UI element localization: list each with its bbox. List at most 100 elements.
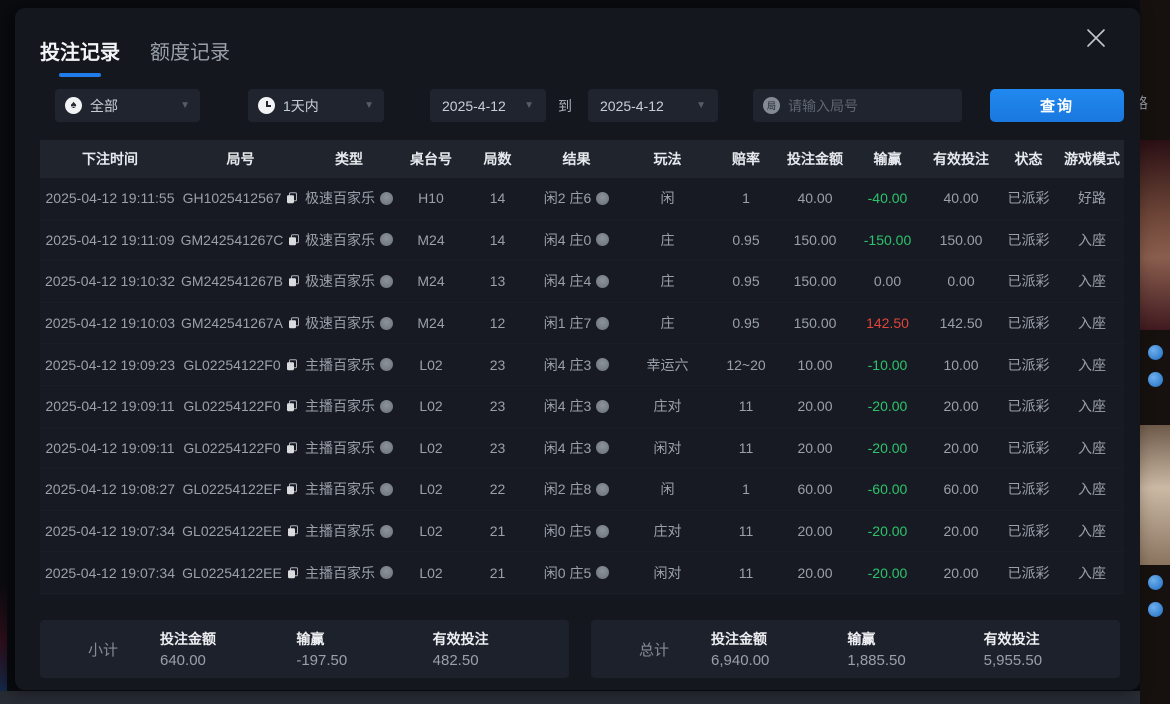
- tab-quota-records[interactable]: 额度记录: [150, 42, 230, 64]
- copy-icon[interactable]: [287, 525, 299, 537]
- column-header: 结果: [562, 151, 591, 167]
- info-circle-icon[interactable]: [596, 566, 610, 580]
- cell-game-mode: 入座: [1078, 231, 1106, 248]
- tab-bet-records[interactable]: 投注记录: [40, 36, 120, 77]
- cell-odds: 1: [742, 481, 750, 498]
- info-circle-icon[interactable]: [380, 482, 393, 496]
- total-winloss: 输赢 1,885.50: [847, 631, 906, 669]
- cell-game-type: 主播百家乐: [301, 479, 397, 499]
- cell-win-loss: -40.00: [867, 190, 908, 207]
- cell-round-count: 23: [489, 356, 506, 373]
- cell-bet-amount: 150.00: [793, 273, 837, 290]
- table-row[interactable]: 2025-04-12 19:11:09 GM242541267C 极速百家乐 M…: [40, 220, 1124, 262]
- table-row[interactable]: 2025-04-12 19:07:34 GL02254122EE 主播百家乐 L…: [40, 552, 1124, 594]
- info-circle-icon[interactable]: [380, 524, 393, 538]
- info-circle-icon[interactable]: [596, 316, 610, 330]
- info-circle-icon[interactable]: [380, 274, 393, 288]
- cell-valid-bet: 20.00: [943, 439, 979, 456]
- table-row[interactable]: 2025-04-12 19:09:11 GL02254122F0 主播百家乐 L…: [40, 386, 1124, 428]
- cell-table-number: L02: [419, 481, 443, 498]
- close-icon[interactable]: [1082, 24, 1110, 52]
- total-card: 总计 投注金额 6,940.00 输赢 1,885.50 有效投注 5,955.…: [591, 620, 1120, 678]
- cell-result: 闲4 庄3: [530, 396, 623, 416]
- cell-bet-time: 2025-04-12 19:10:03: [45, 315, 175, 332]
- game-number-input[interactable]: 局 请输入局号: [753, 89, 962, 122]
- cell-bet-amount: 20.00: [797, 523, 833, 540]
- copy-icon[interactable]: [288, 234, 300, 246]
- cell-play-type: 庄对: [653, 398, 682, 415]
- info-circle-icon[interactable]: [380, 566, 393, 580]
- copy-icon[interactable]: [286, 400, 298, 412]
- caret-down-icon: ▼: [364, 100, 374, 111]
- cell-bet-amount: 20.00: [797, 439, 833, 456]
- info-circle-icon[interactable]: [380, 358, 393, 372]
- date-from-picker[interactable]: 2025-4-12 ▼: [430, 89, 546, 122]
- total-label: 总计: [639, 641, 670, 659]
- info-circle-icon[interactable]: [596, 399, 610, 413]
- game-category-select[interactable]: ♠ 全部 ▼: [55, 89, 200, 122]
- info-circle-icon[interactable]: [380, 399, 393, 413]
- table-row[interactable]: 2025-04-12 19:07:34 GL02254122EE 主播百家乐 L…: [40, 511, 1124, 553]
- cell-round-count: 21: [489, 564, 506, 581]
- cell-odds: 11: [738, 523, 754, 540]
- cell-win-loss: 142.50: [866, 315, 909, 332]
- cell-table-number: L02: [419, 356, 443, 373]
- time-range-select[interactable]: 1天内 ▼: [248, 89, 384, 122]
- cell-result: 闲0 庄5: [530, 521, 623, 541]
- cell-odds: 1: [742, 190, 750, 207]
- cell-odds: 11: [738, 398, 754, 415]
- date-to-picker[interactable]: 2025-4-12 ▼: [588, 89, 718, 122]
- info-circle-icon[interactable]: [596, 191, 610, 205]
- summary-bar: 小计 投注金额 640.00 输赢 -197.50 有效投注 482.50 总计…: [40, 620, 1120, 678]
- cell-result: 闲4 庄0: [530, 230, 623, 250]
- table-row[interactable]: 2025-04-12 19:09:23 GL02254122F0 主播百家乐 L…: [40, 344, 1124, 386]
- column-header: 投注金额: [787, 151, 843, 167]
- copy-icon[interactable]: [287, 566, 299, 579]
- info-circle-icon[interactable]: [596, 441, 610, 455]
- cell-play-type: 庄: [660, 231, 675, 248]
- copy-icon[interactable]: [288, 317, 300, 329]
- info-circle-icon[interactable]: [380, 191, 393, 205]
- query-button[interactable]: 查询: [990, 89, 1124, 122]
- column-header: 局号: [226, 151, 255, 167]
- table-row[interactable]: 2025-04-12 19:10:32 GM242541267B 极速百家乐 M…: [40, 261, 1124, 303]
- copy-icon[interactable]: [286, 358, 298, 371]
- cell-table-number: L02: [419, 439, 443, 456]
- records-modal: 投注记录 额度记录 ♠ 全部 ▼ 1天内 ▼ 2025-4-12 ▼ 到: [15, 8, 1140, 690]
- cell-play-type: 闲对: [653, 564, 682, 581]
- cell-valid-bet: 150.00: [939, 231, 983, 248]
- table-row[interactable]: 2025-04-12 19:11:55 GH1025412567 极速百家乐 H…: [40, 178, 1124, 220]
- info-circle-icon[interactable]: [380, 233, 393, 247]
- cell-game-mode: 入座: [1078, 564, 1106, 581]
- column-header: 下注时间: [82, 151, 138, 167]
- cell-game-mode: 入座: [1078, 356, 1106, 373]
- info-circle-icon[interactable]: [596, 524, 610, 538]
- info-circle-icon[interactable]: [596, 482, 610, 496]
- table-row[interactable]: 2025-04-12 19:09:11 GL02254122F0 主播百家乐 L…: [40, 428, 1124, 470]
- info-circle-icon[interactable]: [380, 441, 393, 455]
- cell-round-count: 21: [489, 523, 506, 540]
- copy-icon[interactable]: [286, 483, 298, 495]
- cell-game-type: 主播百家乐: [301, 563, 397, 583]
- cell-bet-amount: 20.00: [797, 398, 833, 415]
- cell-bet-time: 2025-04-12 19:10:32: [45, 273, 175, 290]
- background-road-label: 路: [1140, 95, 1149, 112]
- copy-icon[interactable]: [286, 192, 298, 204]
- copy-icon[interactable]: [286, 442, 298, 454]
- cell-round-count: 14: [489, 231, 506, 248]
- info-circle-icon[interactable]: [596, 358, 610, 372]
- column-header: 赔率: [732, 151, 760, 167]
- cell-bet-time: 2025-04-12 19:07:34: [45, 523, 175, 540]
- info-circle-icon[interactable]: [596, 233, 610, 247]
- cell-round-count: 22: [489, 481, 506, 498]
- cell-status: 已派彩: [1007, 356, 1050, 373]
- info-circle-icon[interactable]: [596, 274, 610, 288]
- cell-valid-bet: 20.00: [943, 523, 979, 540]
- cell-bet-time: 2025-04-12 19:11:09: [45, 231, 175, 248]
- table-row[interactable]: 2025-04-12 19:10:03 GM242541267A 极速百家乐 M…: [40, 303, 1124, 345]
- cell-play-type: 庄: [660, 315, 675, 332]
- copy-icon[interactable]: [288, 275, 300, 287]
- cell-win-loss: -20.00: [867, 439, 908, 456]
- table-row[interactable]: 2025-04-12 19:08:27 GL02254122EF 主播百家乐 L…: [40, 469, 1124, 511]
- info-circle-icon[interactable]: [380, 316, 393, 330]
